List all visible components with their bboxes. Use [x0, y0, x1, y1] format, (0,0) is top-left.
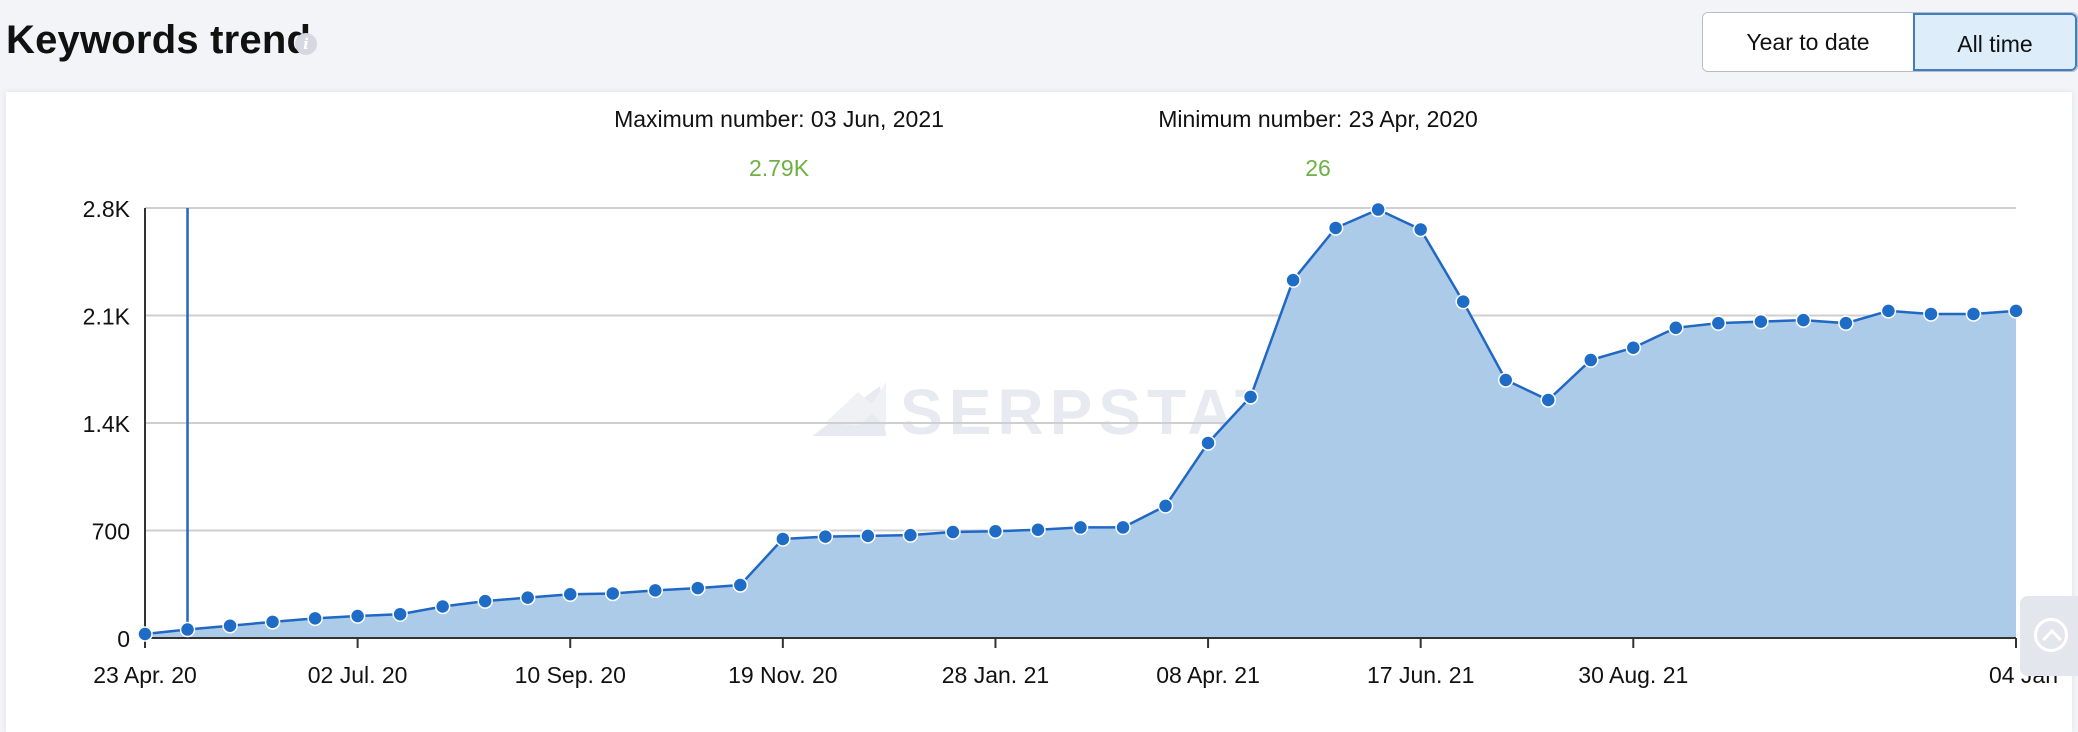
data-point [137, 626, 153, 642]
data-point [392, 606, 408, 622]
data-point [1242, 389, 1259, 405]
data-point [434, 598, 451, 615]
x-tick-label: 08 Apr. 21 [1156, 662, 1260, 688]
minimum-stat: Minimum number: 23 Apr, 2020 26 [1153, 106, 1483, 182]
all-time-button[interactable]: All time [1913, 13, 2077, 71]
data-point [1370, 201, 1386, 218]
data-point [817, 528, 834, 545]
data-point [1497, 372, 1514, 388]
data-point [732, 577, 749, 593]
data-point [1072, 519, 1089, 536]
data-point [2008, 303, 2024, 319]
x-tick-label: 23 Apr. 20 [93, 662, 197, 688]
data-point [519, 589, 536, 606]
data-point [349, 608, 366, 624]
data-point [264, 614, 281, 630]
data-point [605, 585, 621, 602]
data-point [902, 527, 919, 543]
header: Keywords trend i Year to date All time [0, 0, 2078, 92]
serpstat-logo-accent [826, 382, 886, 426]
data-point [1583, 352, 1599, 368]
data-point [1200, 435, 1216, 451]
data-point [1157, 498, 1174, 514]
watermark-text: SERPSTAT [900, 376, 1280, 448]
page-title: Keywords trend [6, 18, 312, 62]
chevron-up-icon [2034, 618, 2068, 652]
info-icon[interactable]: i [295, 33, 317, 55]
x-tick-label: 10 Sep. 20 [515, 662, 626, 688]
x-tick-label: 19 Nov. 20 [728, 662, 838, 688]
y-tick-label: 0 [117, 626, 130, 652]
data-point [1880, 303, 1897, 319]
scroll-to-top-button[interactable] [2020, 596, 2078, 676]
x-tick-label: 02 Jul. 20 [308, 662, 408, 688]
y-tick-label: 2.8K [83, 196, 131, 222]
data-point [307, 610, 323, 627]
data-point [1965, 306, 1982, 322]
data-point [690, 580, 706, 596]
data-point [1668, 320, 1684, 336]
data-point [945, 524, 961, 540]
data-point [1285, 272, 1301, 288]
chart-panel: SERPSTAT 0 700 1.4K 2.1K 2.8K 23 Apr. 20 02 Ju… [6, 92, 2072, 732]
data-point [1710, 315, 1727, 331]
data-point [179, 621, 196, 638]
data-point [647, 582, 664, 599]
keywords-trend-chart: SERPSTAT 0 700 1.4K 2.1K 2.8K 23 Apr. 20 02 Ju… [83, 196, 2058, 688]
data-point [1923, 306, 1939, 322]
data-point [775, 531, 791, 547]
minimum-value: 26 [1305, 155, 1331, 181]
data-point [1838, 315, 1854, 331]
maximum-value: 2.79K [748, 155, 810, 181]
data-point [1795, 312, 1812, 328]
x-tick-label: 28 Jan. 21 [942, 662, 1049, 688]
data-point [1412, 221, 1429, 238]
series-area [145, 209, 2016, 638]
data-point [222, 617, 238, 634]
y-tick-label: 2.1K [83, 304, 131, 330]
y-tick-label: 1.4K [83, 411, 131, 437]
data-point [1030, 521, 1046, 538]
data-point [562, 586, 578, 602]
year-to-date-button[interactable]: Year to date [1703, 13, 1913, 71]
data-point [1455, 293, 1471, 310]
data-point [477, 593, 493, 609]
maximum-label: Maximum number: 03 Jun, 2021 [614, 106, 944, 132]
x-tick-label: 30 Aug. 21 [1578, 662, 1688, 688]
data-point [1115, 519, 1131, 536]
data-point [987, 523, 1004, 540]
data-point [1625, 340, 1642, 356]
data-point [1540, 392, 1556, 408]
y-tick-label: 700 [92, 519, 130, 545]
data-point [1327, 220, 1344, 236]
x-tick-label: 17 Jun. 21 [1367, 662, 1474, 688]
minimum-label: Minimum number: 23 Apr, 2020 [1158, 106, 1478, 132]
data-point [860, 528, 876, 544]
maximum-stat: Maximum number: 03 Jun, 2021 2.79K [609, 106, 949, 182]
range-toggle: Year to date All time [1702, 12, 2078, 72]
data-point [1753, 313, 1769, 330]
